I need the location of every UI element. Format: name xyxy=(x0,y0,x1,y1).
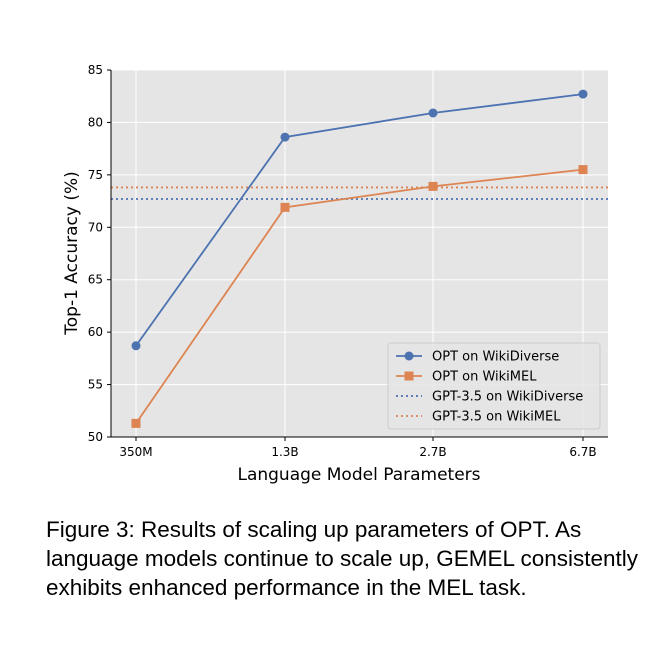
point-opt-wikimel xyxy=(578,165,588,175)
x-tick-label: 1.3B xyxy=(271,445,298,459)
series-line-opt-wikimel xyxy=(135,168,584,424)
y-tick-label: 55 xyxy=(88,378,103,392)
point-opt-wikimel xyxy=(280,202,290,212)
legend-label-gpt35-wikimel: GPT-3.5 on WikiMEL xyxy=(432,410,561,425)
y-tick-label: 70 xyxy=(88,220,103,234)
axes: 50 55 60 65 70 75 80 85 350M 1.3B 2.7B 6.7B xyxy=(88,63,608,459)
legend-label-gpt35-wikidiverse: GPT-3.5 on WikiDiverse xyxy=(432,390,583,405)
legend: OPT on WikiDiverse OPT on WikiMEL GPT-3.5 … xyxy=(387,342,601,430)
y-axis-label: Top-1 Accuracy (%) xyxy=(62,171,82,335)
point-opt-wikimel xyxy=(428,181,438,191)
y-tick-label: 75 xyxy=(88,168,103,182)
series-line-opt-wikidiverse xyxy=(135,93,584,347)
point-opt-wikimel xyxy=(131,418,141,428)
point-opt-wikidiverse xyxy=(578,89,588,99)
legend-marker-opt-wikimel xyxy=(404,371,414,381)
point-opt-wikidiverse xyxy=(131,341,141,351)
chart: 50 55 60 65 70 75 80 85 350M 1.3B 2.7B 6.7B Languag… xyxy=(62,63,608,485)
y-tick-label: 85 xyxy=(88,63,103,77)
x-tick-label: 2.7B xyxy=(419,445,446,459)
legend-box xyxy=(387,342,601,430)
figure-caption: Figure 3: Results of scaling up paramete… xyxy=(46,517,639,600)
point-opt-wikidiverse xyxy=(428,108,438,118)
y-tick-label: 65 xyxy=(88,273,103,287)
legend-label-opt-wikimel: OPT on WikiMEL xyxy=(432,370,537,385)
y-tick-label: 60 xyxy=(88,325,103,339)
x-tick-label: 6.7B xyxy=(569,445,596,459)
legend-marker-opt-wikidiverse xyxy=(404,351,414,361)
y-tick-label: 80 xyxy=(88,115,103,129)
series-layer xyxy=(131,89,588,428)
x-axis-label: Language Model Parameters xyxy=(237,465,480,485)
point-opt-wikidiverse xyxy=(280,132,290,142)
x-tick-label: 350M xyxy=(119,445,152,459)
y-tick-label: 50 xyxy=(88,430,103,444)
legend-label-opt-wikidiverse: OPT on WikiDiverse xyxy=(432,350,559,365)
